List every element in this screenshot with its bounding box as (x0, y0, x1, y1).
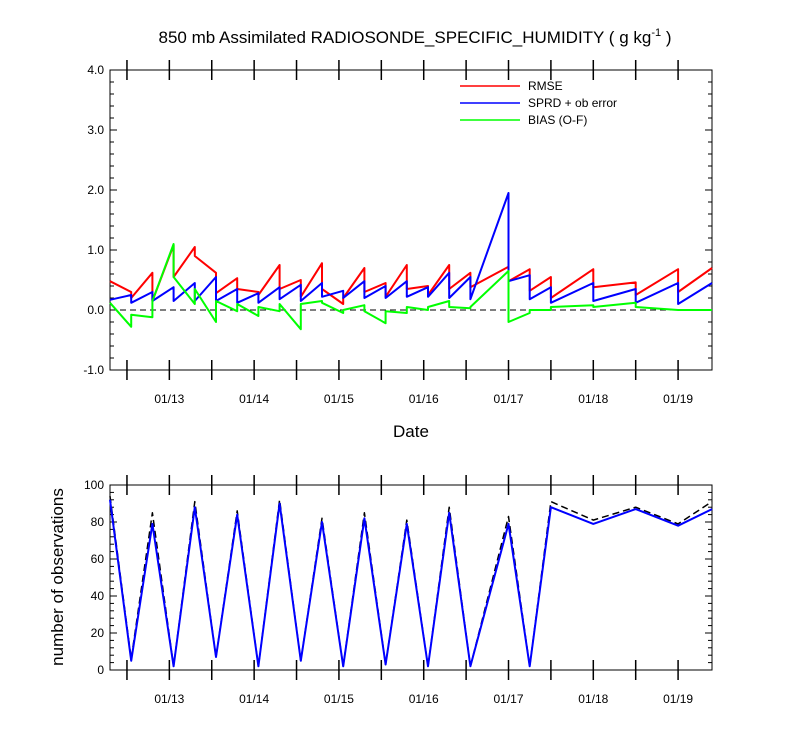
top-series-rmse (109, 244, 713, 305)
bottom-xtick-label: 01/14 (239, 692, 269, 706)
top-xtick-label: 01/19 (663, 392, 693, 406)
top-ytick-label: 1.0 (87, 243, 104, 257)
bottom-xtick-label: 01/18 (578, 692, 608, 706)
top-xtick-label: 01/18 (578, 392, 608, 406)
top-ytick-label: 3.0 (87, 123, 104, 137)
bottom-y-axis-label: number of observations (48, 488, 67, 666)
bottom-xtick-label: 01/19 (663, 692, 693, 706)
bottom-xtick-label: 01/13 (154, 692, 184, 706)
top-xtick-label: 01/17 (493, 392, 523, 406)
top-ytick-label: 0.0 (87, 303, 104, 317)
top-series-bias-o-f- (109, 243, 712, 331)
top-ytick-label: 4.0 (87, 63, 104, 77)
bottom-xtick-label: 01/15 (324, 692, 354, 706)
legend: RMSE SPRD + ob error BIAS (O-F) (460, 79, 617, 127)
top-xtick-label: 01/16 (409, 392, 439, 406)
bottom-ytick-label: 100 (84, 478, 104, 492)
bottom-series-observations-assimilated (109, 499, 713, 668)
bottom-plot-frame (109, 484, 713, 671)
legend-bias-label: BIAS (O-F) (528, 113, 587, 127)
bottom-ytick-label: 60 (91, 552, 105, 566)
legend-rmse-label: RMSE (528, 79, 563, 93)
bottom-xtick-label: 01/17 (493, 692, 523, 706)
bottom-ytick-label: 20 (91, 626, 105, 640)
top-xtick-label: 01/15 (324, 392, 354, 406)
top-xtick-label: 01/13 (154, 392, 184, 406)
top-ytick-label: 2.0 (87, 183, 104, 197)
top-xtick-label: 01/14 (239, 392, 269, 406)
legend-sprd-label: SPRD + ob error (528, 96, 617, 110)
bottom-xtick-label: 01/16 (409, 692, 439, 706)
chart-title: 850 mb Assimilated RADIOSONDE_SPECIFIC_H… (159, 27, 672, 47)
top-series-sprd-ob-error (109, 192, 713, 305)
top-ytick-label: -1.0 (83, 363, 104, 377)
bottom-ytick-label: 80 (91, 515, 105, 529)
bottom-series-observations-total (109, 496, 713, 668)
bottom-ytick-label: 40 (91, 589, 105, 603)
bottom-ytick-label: 0 (97, 663, 104, 677)
top-plot-frame (109, 69, 713, 371)
top-x-axis-label: Date (393, 422, 429, 441)
